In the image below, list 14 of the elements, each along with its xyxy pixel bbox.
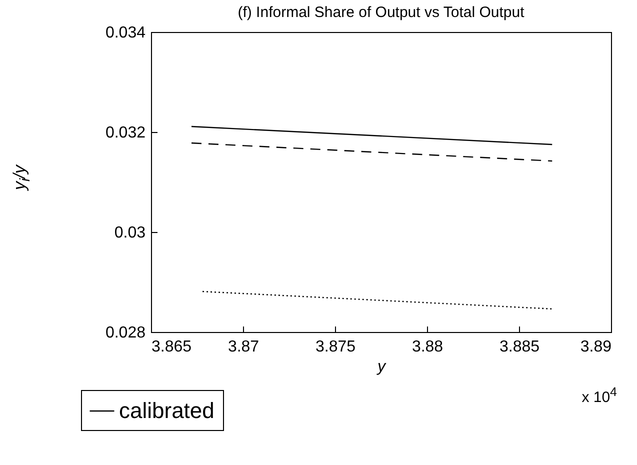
x-tick-label: 3.87 xyxy=(228,338,260,356)
text: x 10$^{4}$ xyxy=(582,385,617,406)
x-tick-label: 3.88 xyxy=(412,338,444,356)
x-axis-title: y xyxy=(376,358,386,376)
y-tick-label: 0.028 xyxy=(105,324,146,342)
legend-label: calibrated xyxy=(119,398,214,423)
y-tick-label: 0.03 xyxy=(114,224,146,242)
chart-title: (f) Informal Share of Output vs Total Output xyxy=(238,4,526,21)
x-tick-label: 3.875 xyxy=(315,338,356,356)
x-tick-label: 3.885 xyxy=(499,338,540,356)
y-tick-label: 0.032 xyxy=(105,124,146,142)
x-tick-label: 3.865 xyxy=(152,338,192,356)
x-tick-label: 3.89 xyxy=(580,338,612,356)
y-tick-label: 0.034 xyxy=(105,24,146,42)
